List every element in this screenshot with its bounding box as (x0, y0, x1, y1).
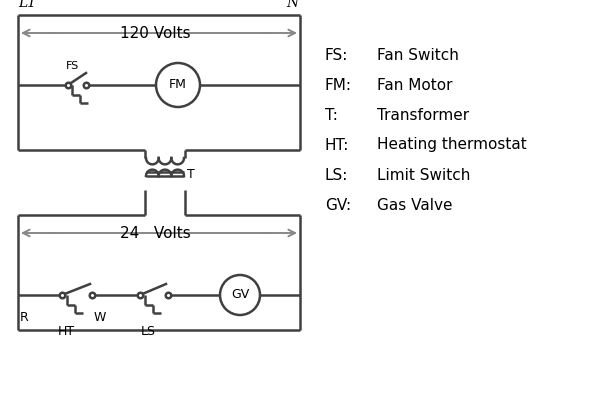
Text: GV: GV (231, 288, 249, 302)
Text: 24   Volts: 24 Volts (120, 226, 191, 240)
Text: HT:: HT: (325, 138, 349, 152)
Circle shape (220, 275, 260, 315)
Text: N: N (286, 0, 298, 10)
Text: T: T (187, 168, 195, 180)
Text: Heating thermostat: Heating thermostat (377, 138, 527, 152)
Text: L1: L1 (18, 0, 36, 10)
Text: Gas Valve: Gas Valve (377, 198, 453, 212)
Text: W: W (94, 311, 106, 324)
Text: Limit Switch: Limit Switch (377, 168, 470, 182)
Circle shape (156, 63, 200, 107)
Text: Fan Switch: Fan Switch (377, 48, 459, 62)
Text: HT: HT (57, 325, 74, 338)
Text: 120 Volts: 120 Volts (120, 26, 191, 40)
Text: LS: LS (140, 325, 156, 338)
Text: FM: FM (169, 78, 187, 92)
Text: FS: FS (66, 61, 79, 71)
Text: FM:: FM: (325, 78, 352, 92)
Text: FS:: FS: (325, 48, 348, 62)
Text: Transformer: Transformer (377, 108, 469, 122)
Text: Fan Motor: Fan Motor (377, 78, 453, 92)
Text: T:: T: (325, 108, 338, 122)
Text: GV:: GV: (325, 198, 351, 212)
Text: R: R (20, 311, 29, 324)
Text: LS:: LS: (325, 168, 348, 182)
